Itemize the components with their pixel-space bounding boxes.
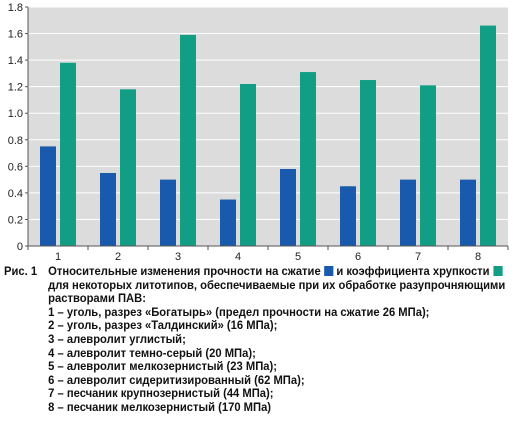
bar-series2-cat3: [180, 34, 196, 247]
caption-line-3: растворами ПАВ:: [48, 291, 146, 306]
series1-swatch: [324, 266, 334, 276]
caption-intro-b: и коэффициента хрупкости: [336, 264, 490, 278]
x-tick-label: 1: [55, 251, 61, 262]
x-tick-label: 8: [475, 251, 481, 262]
y-tick-label: 1.8: [8, 2, 23, 14]
bar-series2-cat6: [360, 80, 376, 247]
y-tick-label: 1.4: [8, 55, 23, 67]
bar-series1-cat5: [280, 168, 296, 246]
caption-item-7: 7 – песчаник крупнозернистый (44 МПа);: [48, 386, 274, 401]
caption-item-5: 5 – алевролит мелкозернистый (23 МПа);: [48, 359, 277, 374]
caption-item-8: 8 – песчаник мелкозернистый (170 МПа): [48, 399, 272, 414]
y-tick-label: 0.8: [8, 135, 23, 147]
bar-series2-cat1: [60, 62, 76, 247]
bar-series1-cat6: [340, 186, 356, 246]
y-tick-label: 0: [17, 241, 23, 253]
y-tick-label: 0.4: [8, 188, 23, 200]
bar-series1-cat2: [100, 172, 116, 246]
bars: [40, 25, 496, 247]
y-tick-label: 1.0: [8, 108, 23, 120]
bar-series2-cat7: [420, 85, 436, 246]
bar-series1-cat3: [160, 179, 176, 246]
series2-swatch: [493, 266, 503, 276]
x-tick-label: 4: [235, 251, 241, 262]
y-tick-label: 0.6: [8, 161, 23, 173]
caption-line-2: для некоторых литотипов, обеспечиваемые …: [48, 277, 506, 292]
bar-series2-cat2: [120, 89, 136, 246]
caption-item-6: 6 – алевролит сидеритизированный (62 МПа…: [48, 372, 305, 387]
bar-chart: 0 0.2 0.4 0.6 0.8 1.0 1.2 1.4 1.6 1.8 1 2 3 4 5 6 7 8: [8, 2, 509, 262]
x-tick-label: 3: [175, 251, 181, 262]
x-tick-labels: 1 2 3 4 5 6 7 8: [27, 246, 509, 262]
y-tick-label: 0.2: [8, 214, 23, 226]
caption-line-1: Относительные изменения прочности на сжа…: [48, 264, 508, 279]
caption-item-4: 4 – алевролит темно-серый (20 МПа);: [48, 345, 256, 360]
bar-series2-cat4: [240, 84, 256, 246]
bar-series2-cat8: [480, 25, 496, 247]
caption-item-3: 3 – алевролит углистый;: [48, 331, 186, 346]
figure-label: Рис. 1: [4, 264, 38, 278]
y-tick-label: 1.6: [8, 29, 23, 41]
caption-intro-a: Относительные изменения прочности на сжа…: [48, 264, 321, 278]
y-tick-label: 1.2: [8, 82, 23, 94]
bar-series2-cat5: [300, 72, 316, 246]
bar-series1-cat1: [40, 146, 56, 246]
bar-series1-cat4: [220, 199, 236, 246]
bar-series1-cat7: [400, 179, 416, 246]
x-tick-label: 6: [355, 251, 361, 262]
figure-caption: Рис. 1 Относительные изменения прочности…: [4, 264, 505, 415]
caption-body: Относительные изменения прочности на сжа…: [48, 264, 508, 415]
x-tick-label: 2: [115, 251, 121, 262]
caption-item-1: 1 – уголь, разрез «Богатырь» (предел про…: [48, 304, 430, 319]
caption-item-2: 2 – уголь, разрез «Талдинский» (16 МПа);: [48, 318, 278, 333]
bar-series1-cat8: [460, 179, 476, 246]
x-tick-label: 7: [415, 251, 421, 262]
x-tick-label: 5: [295, 251, 301, 262]
y-tick-labels: 0 0.2 0.4 0.6 0.8 1.0 1.2 1.4 1.6 1.8: [8, 2, 28, 253]
